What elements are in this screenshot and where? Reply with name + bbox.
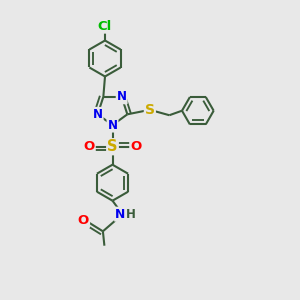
Text: O: O — [78, 214, 89, 227]
Text: O: O — [130, 140, 142, 153]
Text: S: S — [107, 139, 118, 154]
Text: Cl: Cl — [98, 20, 112, 33]
Text: S: S — [145, 103, 155, 117]
Text: N: N — [115, 208, 125, 221]
Text: N: N — [117, 90, 127, 104]
Text: H: H — [126, 208, 135, 221]
Text: N: N — [93, 108, 103, 121]
Text: N: N — [107, 118, 118, 132]
Text: O: O — [83, 140, 95, 153]
